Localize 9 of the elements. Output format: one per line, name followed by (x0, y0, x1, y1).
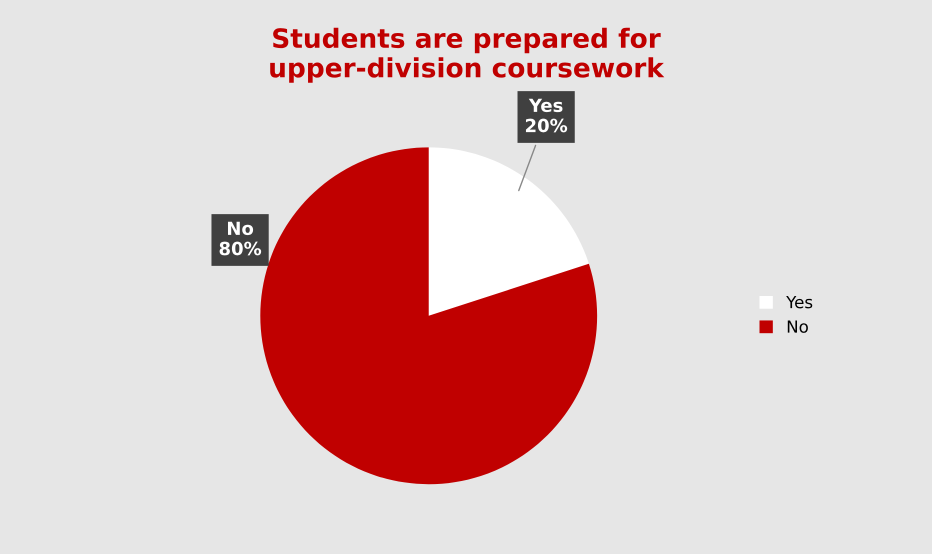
pie-slice (428, 147, 589, 316)
legend-label: No (788, 320, 808, 333)
slice-label: No (228, 222, 254, 236)
data-label: 20% (526, 118, 568, 132)
chart-title: Students are prepared for upper-division coursework (270, 28, 664, 83)
slice-label: Yes (528, 98, 562, 112)
data-label: 80% (220, 242, 262, 256)
legend-label: Yes (786, 296, 812, 308)
pie-slice (260, 147, 598, 484)
